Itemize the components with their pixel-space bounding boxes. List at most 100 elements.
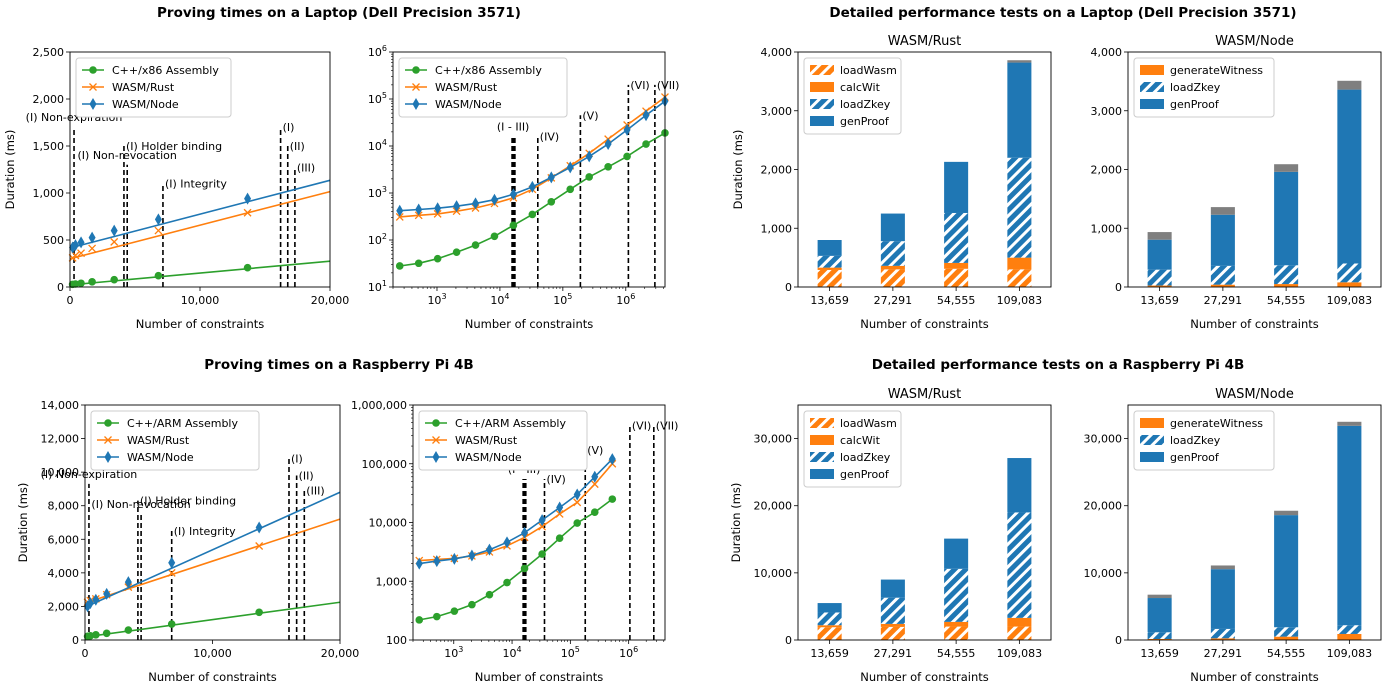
data-point (415, 557, 423, 570)
legend-label: WASM/Node (127, 451, 194, 464)
data-point (604, 163, 612, 171)
legend-label: C++/x86 Assembly (435, 64, 542, 77)
data-point (433, 254, 442, 263)
data-point (243, 263, 252, 272)
legend-swatch (810, 435, 834, 445)
y-tick-label: 30,000 (1084, 433, 1123, 446)
data-point (71, 280, 80, 288)
bar-segment (1147, 239, 1172, 270)
x-tick-label: 27,291 (874, 294, 913, 307)
bar-segment (1274, 515, 1299, 628)
data-point (167, 620, 176, 628)
threshold-label: (VII) (657, 79, 680, 92)
legend-swatch (810, 418, 834, 428)
bar-segment (1337, 89, 1362, 264)
y-tick-label: 6,000 (48, 533, 80, 546)
data-point (573, 488, 581, 501)
bar-segment (1007, 60, 1032, 63)
section-title: Detailed performance tests on a Raspberr… (872, 357, 1245, 373)
x-axis-label: Number of constraints (860, 670, 989, 684)
data-point (412, 66, 420, 74)
data-point (412, 83, 420, 91)
legend-box (90, 410, 260, 471)
data-point (450, 552, 458, 565)
bar-segment (944, 626, 969, 640)
data-point (528, 180, 536, 193)
bar-segment (1274, 171, 1299, 266)
legend-label: genProof (1170, 451, 1220, 464)
legend-box (418, 410, 588, 471)
bar-segment (880, 213, 905, 242)
x-tick-label: 106 (616, 292, 635, 307)
threshold-label: (I) Non-revocation (91, 498, 190, 511)
data-point (415, 616, 424, 624)
bar-segment (1337, 282, 1362, 287)
bar-segment (1007, 62, 1032, 158)
legend-label: WASM/Rust (127, 434, 190, 447)
bar-segment (1337, 421, 1362, 426)
data-point (573, 498, 582, 507)
legend-label: calcWit (840, 81, 881, 94)
y-tick-label: 500 (43, 234, 64, 247)
data-point (103, 587, 111, 600)
data-point (88, 244, 97, 253)
y-tick-label: 2,000 (48, 600, 80, 613)
legend-label: loadZkey (1170, 434, 1221, 447)
trend-line (69, 190, 331, 260)
bar-segment (880, 623, 905, 627)
x-tick-label: 103 (427, 292, 446, 307)
y-tick-label: 102 (368, 232, 387, 247)
legend-label: WASM/Rust (112, 81, 175, 94)
y-tick-label: 1,000 (376, 575, 408, 588)
data-point (255, 521, 263, 534)
threshold-label: (IV) (546, 473, 565, 486)
data-point (503, 578, 511, 587)
data-point (104, 436, 112, 444)
data-point (104, 419, 112, 427)
bar-segment (944, 538, 969, 569)
y-tick-label: 20,000 (1084, 500, 1123, 513)
y-tick-label: 2,000 (1091, 164, 1123, 177)
legend: loadWasm calcWit loadZkey genProof (803, 57, 902, 135)
y-tick-label: 20,000 (754, 500, 793, 513)
bar-segment (1274, 636, 1299, 640)
y-tick-label: 0 (1115, 634, 1122, 647)
data-point (395, 212, 404, 221)
data-point (490, 232, 499, 241)
legend-box (398, 57, 568, 118)
y-tick-label: 105 (368, 91, 387, 106)
data-point (432, 451, 440, 463)
legend-label: generateWitness (1170, 417, 1263, 430)
data-point (520, 564, 529, 573)
section-title: Detailed performance tests on a Laptop (… (829, 5, 1296, 21)
legend-label: generateWitness (1170, 64, 1263, 77)
data-point (528, 210, 537, 219)
data-point (608, 453, 616, 466)
data-point (77, 236, 85, 249)
y-tick-label: 2,500 (33, 46, 65, 59)
legend-label: loadWasm (840, 64, 897, 77)
x-tick-label: 0 (67, 294, 74, 307)
y-tick-label: 1,000,000 (351, 399, 407, 412)
threshold-label: (VII) (656, 419, 679, 432)
data-point (255, 542, 264, 550)
data-point (547, 197, 556, 206)
legend: C++/ARM Assembly WASM/Rust WASM/Node (418, 410, 588, 471)
data-point (71, 239, 79, 252)
data-point (110, 237, 119, 246)
bar-segment (1007, 512, 1032, 618)
bar-segment (1337, 625, 1362, 634)
legend: loadWasm calcWit loadZkey genProof (803, 410, 902, 488)
x-tick-label: 103 (444, 645, 463, 660)
x-axis-label: Number of constraints (860, 317, 989, 331)
threshold-label: (I) Holder binding (140, 495, 236, 508)
bar-segment (1147, 594, 1172, 599)
legend: C++/x86 Assembly WASM/Rust WASM/Node (75, 57, 232, 118)
trend-line (84, 601, 341, 638)
y-tick-label: 100,000 (362, 458, 408, 471)
bar-segment (1274, 510, 1299, 516)
data-point (642, 140, 650, 148)
x-tick-label: 13,659 (1140, 294, 1179, 307)
legend-swatch (1140, 452, 1164, 462)
data-point (77, 279, 85, 288)
